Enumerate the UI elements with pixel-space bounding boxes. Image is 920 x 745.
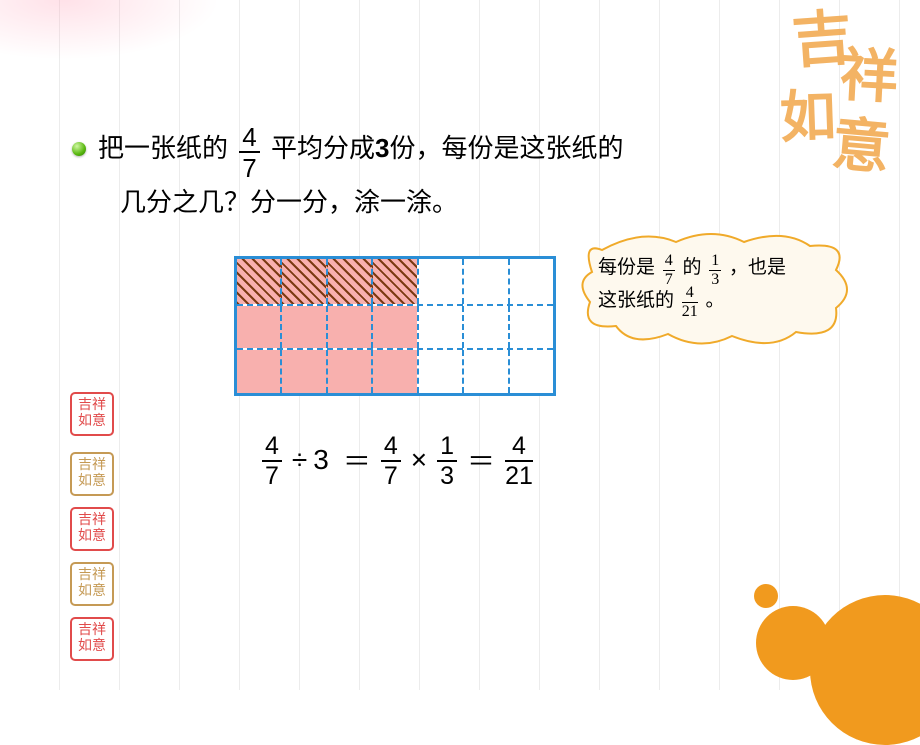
times-sign: × [411,444,427,476]
cell [508,350,553,393]
cell [280,350,325,393]
cell [280,259,325,304]
q-pre: 把一张纸的 [98,133,228,163]
calligraphy-char: 祥 [839,47,900,108]
cell [371,259,416,304]
cell [462,306,507,349]
bullet-icon [72,142,86,156]
divide-sign: ÷ [292,444,307,476]
blob [810,595,920,745]
cell [462,259,507,304]
bubble-frac3: 4 21 [682,285,698,320]
q-divisor: 3 [375,133,389,163]
cell [371,350,416,393]
cell [417,350,462,393]
eq-left-frac: 4 7 [262,434,282,489]
cell [508,306,553,349]
seal-stamp: 吉祥如意 [68,560,116,608]
seal-stamp: 吉祥如意 [68,505,116,553]
cell [326,350,371,393]
blob [754,584,778,608]
cell [371,306,416,349]
equals-sign: ＝ [343,440,371,480]
equation-line: 4 7 ÷ 3 ＝ 4 7 × 1 3 ＝ 4 21 [258,434,537,485]
bubble-frac1: 4 7 [663,253,675,288]
fraction-diagram [234,256,556,396]
cell [326,259,371,304]
cell [237,259,280,304]
seal-stamp: 吉祥如意 [68,450,116,498]
diagram-row [237,348,553,393]
orange-blobs [720,530,920,690]
cell [326,306,371,349]
equals-sign: ＝ [467,440,495,480]
blob [756,606,830,680]
cell [508,259,553,304]
pink-glow [0,0,220,60]
q-post1: 份，每份是这张纸的 [389,133,623,163]
diagram-row [237,304,553,349]
cell [462,350,507,393]
cell [237,350,280,393]
seal-stamp: 吉祥如意 [68,615,116,663]
thought-bubble: 每份是 4 7 的 1 3 ，也是 这张纸的 4 21 。 [572,232,854,350]
q-line2: 几分之几？分一分，涂一涂。 [120,177,818,227]
cell [417,306,462,349]
calligraphy-char: 意 [830,116,893,179]
diagram-row [237,259,553,304]
cell [280,306,325,349]
cell [237,306,280,349]
q-mid: 平均分成 [271,133,375,163]
question-text: 把一张纸的 4 7 平均分成3份，每份是这张纸的 几分之几？分一分，涂一涂。 [98,123,818,227]
q-fraction: 4 7 [239,124,259,181]
eq-divisor: 3 [313,444,329,476]
bubble-text: 每份是 4 7 的 1 3 ，也是 这张纸的 4 21 。 [598,252,838,317]
bubble-frac2: 1 3 [709,253,721,288]
eq-mid2-frac: 1 3 [437,434,457,489]
cell [417,259,462,304]
seal-stamp: 吉祥如意 [68,390,116,438]
eq-right-frac: 4 21 [505,434,533,489]
eq-mid1-frac: 4 7 [381,434,401,489]
